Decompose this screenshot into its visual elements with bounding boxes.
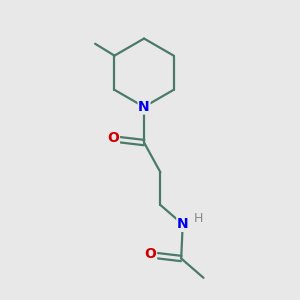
Text: N: N xyxy=(138,100,150,114)
Text: H: H xyxy=(194,212,203,225)
Text: O: O xyxy=(145,247,157,261)
Text: N: N xyxy=(177,217,188,231)
Text: O: O xyxy=(107,131,119,145)
